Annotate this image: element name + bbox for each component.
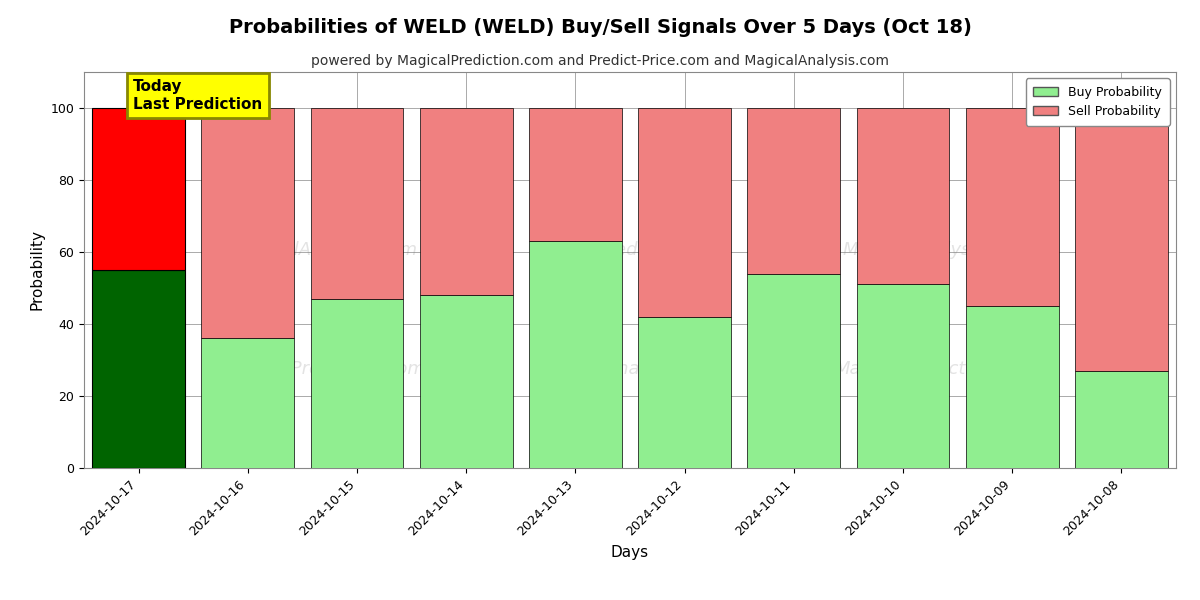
Text: MagicalAnalysis.com: MagicalAnalysis.com xyxy=(842,241,1030,259)
Text: MagicalPrediction.com: MagicalPrediction.com xyxy=(528,241,732,259)
Text: Probabilities of WELD (WELD) Buy/Sell Signals Over 5 Days (Oct 18): Probabilities of WELD (WELD) Buy/Sell Si… xyxy=(228,18,972,37)
Bar xyxy=(311,108,403,299)
Bar xyxy=(638,317,731,468)
Text: MagicalPrediction.com: MagicalPrediction.com xyxy=(223,360,426,378)
Text: MagicalAnalysis.com: MagicalAnalysis.com xyxy=(230,241,418,259)
X-axis label: Days: Days xyxy=(611,545,649,560)
Bar xyxy=(202,338,294,468)
Bar xyxy=(1075,371,1168,468)
Bar xyxy=(966,108,1058,306)
Bar xyxy=(857,284,949,468)
Bar xyxy=(92,108,185,270)
Bar xyxy=(529,108,622,241)
Text: powered by MagicalPrediction.com and Predict-Price.com and MagicalAnalysis.com: powered by MagicalPrediction.com and Pre… xyxy=(311,54,889,68)
Bar xyxy=(92,270,185,468)
Legend: Buy Probability, Sell Probability: Buy Probability, Sell Probability xyxy=(1026,78,1170,125)
Bar xyxy=(857,108,949,284)
Bar xyxy=(311,299,403,468)
Bar xyxy=(966,306,1058,468)
Bar xyxy=(748,274,840,468)
Bar xyxy=(529,241,622,468)
Bar xyxy=(420,108,512,295)
Bar xyxy=(638,108,731,317)
Text: MagicalAnalysis.com: MagicalAnalysis.com xyxy=(536,360,724,378)
Bar xyxy=(202,108,294,338)
Y-axis label: Probability: Probability xyxy=(30,229,44,311)
Bar xyxy=(1075,108,1168,371)
Text: Today
Last Prediction: Today Last Prediction xyxy=(133,79,263,112)
Bar xyxy=(420,295,512,468)
Bar xyxy=(748,108,840,274)
Text: MagicalPrediction.com: MagicalPrediction.com xyxy=(834,360,1037,378)
